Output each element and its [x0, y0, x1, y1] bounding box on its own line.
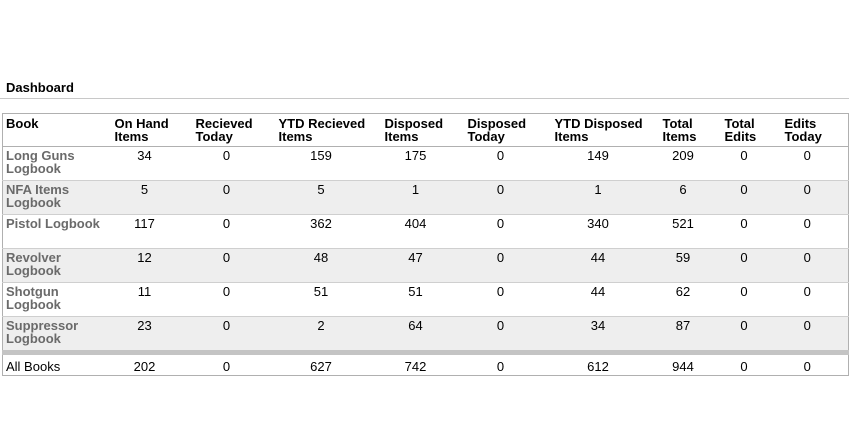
disposed-today-cell: 0 [464, 146, 552, 181]
on-hand-items-cell: 12 [111, 248, 193, 283]
recieved-today-cell: 0 [192, 282, 276, 317]
total-items-cell: 59 [659, 248, 722, 283]
ytd-recieved-items-cell: 5 [275, 180, 382, 215]
total-edits-cell: 0 [721, 214, 782, 249]
edits-today-cell: 0 [781, 214, 849, 249]
ytd-recieved-items-cell: 51 [275, 282, 382, 317]
on-hand-items-cell: 5 [111, 180, 193, 215]
recieved-today-cell: 0 [192, 316, 276, 353]
total-items-cell: 6 [659, 180, 722, 215]
total-items-cell: 209 [659, 146, 722, 181]
disposed-today-cell: 0 [464, 316, 552, 353]
ytd-recieved-items-cell: 2 [275, 316, 382, 353]
total-items-total: 944 [659, 350, 722, 376]
edits-today-cell: 0 [781, 316, 849, 353]
ytd-recieved-items-cell: 362 [275, 214, 382, 249]
disposed-items-cell: 51 [381, 282, 465, 317]
total-edits-cell: 0 [721, 282, 782, 317]
ytd-disposed-items-total: 612 [551, 350, 660, 376]
table-row: Long Guns Logbook 34 0 159 175 0 149 209 … [2, 146, 849, 181]
recieved-today-cell: 0 [192, 214, 276, 249]
recieved-today-cell: 0 [192, 248, 276, 283]
col-header-disposed-today[interactable]: Disposed Today [464, 113, 552, 147]
ytd-disposed-items-cell: 34 [551, 316, 660, 353]
total-items-cell: 521 [659, 214, 722, 249]
ytd-disposed-items-cell: 44 [551, 282, 660, 317]
disposed-items-cell: 47 [381, 248, 465, 283]
book-link-revolver[interactable]: Revolver Logbook [2, 248, 112, 283]
dashboard-title: Dashboard [6, 80, 74, 95]
edits-today-cell: 0 [781, 282, 849, 317]
total-edits-total: 0 [721, 350, 782, 376]
title-divider [0, 98, 849, 99]
on-hand-items-total: 202 [111, 350, 193, 376]
col-header-ytd-recieved-items[interactable]: YTD Recieved Items [275, 113, 382, 147]
table-row: Shotgun Logbook 11 0 51 51 0 44 62 0 0 [2, 282, 849, 317]
col-header-book[interactable]: Book [2, 113, 112, 147]
recieved-today-cell: 0 [192, 180, 276, 215]
total-edits-cell: 0 [721, 248, 782, 283]
book-link-nfa-items[interactable]: NFA Items Logbook [2, 180, 112, 215]
all-books-label: All Books [2, 350, 112, 376]
disposed-today-total: 0 [464, 350, 552, 376]
total-items-cell: 87 [659, 316, 722, 353]
col-header-edits-today[interactable]: Edits Today [781, 113, 849, 147]
table-row: Suppressor Logbook 23 0 2 64 0 34 87 0 0 [2, 316, 849, 353]
on-hand-items-cell: 34 [111, 146, 193, 181]
ytd-disposed-items-cell: 149 [551, 146, 660, 181]
ytd-recieved-items-cell: 48 [275, 248, 382, 283]
edits-today-cell: 0 [781, 180, 849, 215]
disposed-items-cell: 404 [381, 214, 465, 249]
dashboard-table: Book On Hand Items Recieved Today YTD Reci… [2, 113, 849, 376]
header-row: Book On Hand Items Recieved Today YTD Reci… [2, 113, 849, 147]
ytd-recieved-items-cell: 159 [275, 146, 382, 181]
total-edits-cell: 0 [721, 316, 782, 353]
total-edits-cell: 0 [721, 180, 782, 215]
col-header-ytd-disposed-items[interactable]: YTD Disposed Items [551, 113, 660, 147]
col-header-recieved-today[interactable]: Recieved Today [192, 113, 276, 147]
book-link-long-guns[interactable]: Long Guns Logbook [2, 146, 112, 181]
totals-row: All Books 202 0 627 742 0 612 944 0 0 [2, 350, 849, 376]
disposed-items-total: 742 [381, 350, 465, 376]
col-header-disposed-items[interactable]: Disposed Items [381, 113, 465, 147]
edits-today-cell: 0 [781, 146, 849, 181]
book-link-pistol[interactable]: Pistol Logbook [2, 214, 112, 249]
table-row: NFA Items Logbook 5 0 5 1 0 1 6 0 0 [2, 180, 849, 215]
disposed-items-cell: 175 [381, 146, 465, 181]
edits-today-cell: 0 [781, 248, 849, 283]
total-items-cell: 62 [659, 282, 722, 317]
ytd-recieved-items-total: 627 [275, 350, 382, 376]
recieved-today-total: 0 [192, 350, 276, 376]
col-header-total-items[interactable]: Total Items [659, 113, 722, 147]
disposed-today-cell: 0 [464, 214, 552, 249]
table-row: Pistol Logbook 117 0 362 404 0 340 521 0… [2, 214, 849, 249]
book-link-shotgun[interactable]: Shotgun Logbook [2, 282, 112, 317]
on-hand-items-cell: 11 [111, 282, 193, 317]
disposed-today-cell: 0 [464, 248, 552, 283]
disposed-today-cell: 0 [464, 180, 552, 215]
col-header-total-edits[interactable]: Total Edits [721, 113, 782, 147]
col-header-on-hand-items[interactable]: On Hand Items [111, 113, 193, 147]
ytd-disposed-items-cell: 1 [551, 180, 660, 215]
on-hand-items-cell: 117 [111, 214, 193, 249]
table-row: Revolver Logbook 12 0 48 47 0 44 59 0 0 [2, 248, 849, 283]
book-link-suppressor[interactable]: Suppressor Logbook [2, 316, 112, 353]
recieved-today-cell: 0 [192, 146, 276, 181]
disposed-items-cell: 64 [381, 316, 465, 353]
disposed-today-cell: 0 [464, 282, 552, 317]
ytd-disposed-items-cell: 340 [551, 214, 660, 249]
total-edits-cell: 0 [721, 146, 782, 181]
edits-today-total: 0 [781, 350, 849, 376]
disposed-items-cell: 1 [381, 180, 465, 215]
ytd-disposed-items-cell: 44 [551, 248, 660, 283]
on-hand-items-cell: 23 [111, 316, 193, 353]
